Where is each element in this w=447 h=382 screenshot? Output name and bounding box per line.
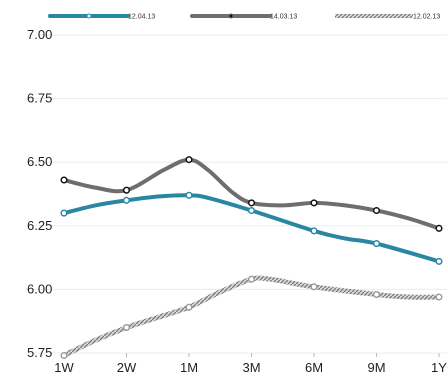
- x-tick-label: 1Y: [431, 360, 447, 375]
- data-point: [372, 206, 381, 215]
- series-line-14.03.13: [62, 157, 441, 231]
- data-point: [60, 176, 68, 184]
- data-point: [122, 324, 131, 332]
- series-lines: [61, 157, 442, 358]
- data-point: [247, 206, 256, 215]
- y-tick-label: 6.50: [27, 154, 52, 169]
- data-point: [310, 283, 318, 291]
- legend-label: 12.04.13: [128, 14, 155, 21]
- legend-marker: [228, 13, 234, 19]
- data-point: [122, 186, 131, 194]
- data-point: [372, 240, 381, 248]
- data-point: [372, 290, 381, 299]
- data-point: [247, 275, 256, 283]
- data-point: [435, 293, 443, 301]
- x-tick-label: 2W: [117, 360, 137, 375]
- legend-label: 12.02.13: [413, 14, 440, 21]
- data-point: [185, 156, 193, 164]
- data-point: [247, 199, 256, 207]
- y-tick-label: 6.25: [27, 218, 52, 233]
- data-point: [60, 351, 68, 360]
- data-point: [435, 224, 443, 232]
- legend-label: 14.03.13: [270, 14, 297, 21]
- x-tick-label: 1M: [180, 360, 198, 375]
- x-tick-label: 3M: [242, 360, 260, 375]
- legend: 12.04.13 14.03.13 12.02.13: [48, 13, 440, 21]
- x-tick-label: 9M: [367, 360, 385, 375]
- data-point: [310, 199, 318, 207]
- y-axis-tick-labels: 7.00 6.75 6.50 6.25 6.00 5.75: [27, 27, 52, 360]
- y-tick-label: 7.00: [27, 27, 52, 42]
- data-point: [310, 227, 318, 235]
- y-tick-label: 6.00: [27, 281, 52, 296]
- series-line-12.04.13: [62, 193, 441, 264]
- x-tick-label: 1W: [54, 360, 74, 375]
- data-point: [60, 209, 68, 217]
- data-point: [435, 257, 443, 265]
- data-point: [185, 191, 193, 199]
- legend-swatch: [335, 14, 413, 18]
- x-axis-tick-labels: 1W 2W 1M 3M 6M 9M 1Y: [54, 353, 447, 375]
- x-tick-label: 6M: [305, 360, 323, 375]
- legend-marker: [86, 13, 92, 19]
- y-tick-label: 5.75: [27, 345, 52, 360]
- series-markers: [60, 156, 443, 360]
- data-point: [185, 303, 193, 311]
- data-point: [122, 196, 131, 204]
- gridlines: [28, 34, 447, 354]
- y-tick-label: 6.75: [27, 91, 52, 106]
